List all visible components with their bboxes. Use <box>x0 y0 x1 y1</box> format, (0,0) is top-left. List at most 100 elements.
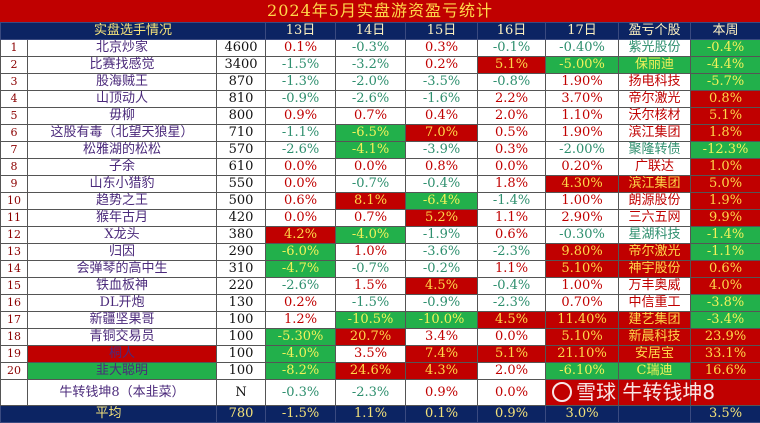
amount-cell: 500 <box>215 192 267 210</box>
rank-cell: 1 <box>0 39 28 57</box>
amount-cell: 310 <box>215 260 267 278</box>
amount-cell: 130 <box>215 294 267 312</box>
day-pnl-cell: 1.00% <box>545 192 620 210</box>
header-day: 13日 <box>265 22 337 40</box>
week-pnl-cell: 1.0% <box>690 158 760 176</box>
player-name-cell: 股海贼王 <box>27 73 217 91</box>
day-pnl-cell: 0.9% <box>265 107 337 125</box>
day-pnl-cell: -6.10% <box>545 362 620 380</box>
average-row: 平均 780 -1.5% 1.1% 0.1% 0.9% 3.0% 3.5% <box>0 405 760 423</box>
week-pnl-cell: 9.9% <box>690 209 760 227</box>
day-pnl-cell: -0.4% <box>405 175 479 193</box>
day-pnl-cell: 5.2% <box>405 209 479 227</box>
average-day-cell: 0.9% <box>477 405 547 423</box>
day-pnl-cell: -4.0% <box>265 345 337 363</box>
day-pnl-cell: 2.2% <box>477 90 547 108</box>
table-row: 8 子余 610 0.0% 0.0% 0.8% 0.0% 0.20% 广联达 1.0% <box>0 158 760 176</box>
day-pnl-cell: -1.3% <box>265 73 337 91</box>
day-pnl-cell: -1.5% <box>265 56 337 74</box>
week-pnl-cell: 1.9% <box>690 192 760 210</box>
table-row: 10 趋势之王 500 0.6% 8.1% -6.4% -1.4% 1.00% 朗源股份 1.9% <box>0 192 760 210</box>
day-pnl-cell: 1.90% <box>545 124 620 142</box>
stock-cell: 帝尔激光 <box>618 243 692 261</box>
table-row: 13 归因 290 -6.0% 1.0% -3.6% -2.3% 9.80% 帝尔激光 -1.1% <box>0 243 760 261</box>
rank-cell: 6 <box>0 124 28 142</box>
day-pnl-cell: 0.0% <box>477 328 547 346</box>
day-pnl-cell: -1.5% <box>335 294 407 312</box>
amount-cell: 4600 <box>215 39 267 57</box>
amount-cell: 100 <box>215 345 267 363</box>
rank-cell: 14 <box>0 260 28 278</box>
day-pnl-cell: 3.4% <box>405 328 479 346</box>
day-pnl-cell: 0.4% <box>405 107 479 125</box>
day-pnl-cell: 0.2% <box>405 56 479 74</box>
day-pnl-cell: 1.90% <box>545 73 620 91</box>
day-pnl-cell: -0.3% <box>335 39 407 57</box>
day-pnl-cell: 0.7% <box>335 107 407 125</box>
table-row: 20 韭大聪明 100 -8.2% 24.6% 4.3% 2.0% -6.10% C瑞迪 16.6… <box>0 362 760 380</box>
table-row: 18 青铜交易员 100 -5.30% 20.7% 3.4% 0.0% 5.10% 新晨科技 23… <box>0 328 760 346</box>
table-title: 2024年5月实盘游资盈亏统计 <box>0 0 760 22</box>
average-day-cell: 1.1% <box>335 405 407 423</box>
amount-cell: 380 <box>215 226 267 244</box>
week-pnl-cell: -1.1% <box>690 243 760 261</box>
day-pnl-cell: -3.5% <box>405 73 479 91</box>
day-pnl-cell: -0.2% <box>405 260 479 278</box>
rank-cell: 13 <box>0 243 28 261</box>
header-day: 15日 <box>405 22 479 40</box>
player-name-cell: 这股有毒（北望天狼星） <box>27 124 217 142</box>
rank-cell: 20 <box>0 362 28 380</box>
stock-cell: 朗源股份 <box>618 192 692 210</box>
rank-cell: 15 <box>0 277 28 295</box>
amount-cell: 3400 <box>215 56 267 74</box>
amount-cell: 570 <box>215 141 267 159</box>
day-pnl-cell: -2.6% <box>335 90 407 108</box>
table-row: 1 北京炒家 4600 0.1% -0.3% 0.3% -0.1% -0.40% 紫光股份 -0.… <box>0 39 760 57</box>
day-pnl-cell: 3.70% <box>545 90 620 108</box>
average-label: 平均 <box>0 405 217 423</box>
day-pnl-cell: -2.3% <box>477 294 547 312</box>
amount-cell: 290 <box>215 243 267 261</box>
week-pnl-cell: -1.4% <box>690 226 760 244</box>
stock-cell <box>618 379 692 406</box>
day-pnl-cell: -0.40% <box>545 39 620 57</box>
week-pnl-cell: -3.4% <box>690 311 760 329</box>
player-name-cell: 山东小猎豹 <box>27 175 217 193</box>
day-pnl-cell: -0.9% <box>265 90 337 108</box>
rank-cell: 4 <box>0 90 28 108</box>
player-name-cell: X龙头 <box>27 226 217 244</box>
stock-cell: 扬电科技 <box>618 73 692 91</box>
week-pnl-cell: -4.4% <box>690 56 760 74</box>
amount-cell: 100 <box>215 362 267 380</box>
day-pnl-cell: -0.9% <box>405 294 479 312</box>
day-pnl-cell: -1.1% <box>265 124 337 142</box>
stock-cell: 新晨科技 <box>618 328 692 346</box>
rank-cell: 17 <box>0 311 28 329</box>
day-pnl-cell: 4.5% <box>405 277 479 295</box>
day-pnl-cell: 9.80% <box>545 243 620 261</box>
day-pnl-cell: 1.00% <box>545 277 620 295</box>
table-row: 12 X龙头 380 4.2% -4.0% -1.9% 0.6% -0.30% 星湖科技 -1.4… <box>0 226 760 244</box>
day-pnl-cell: 3.5% <box>335 345 407 363</box>
day-pnl-cell: 0.70% <box>545 294 620 312</box>
day-pnl-cell: 0.0% <box>477 379 547 406</box>
day-pnl-cell: -10.5% <box>335 311 407 329</box>
day-pnl-cell: 0.0% <box>265 209 337 227</box>
player-name-cell: 桐人 <box>27 345 217 363</box>
amount-cell: 800 <box>215 107 267 125</box>
table-row: 2 比赛找感觉 3400 -1.5% -3.2% 0.2% 5.1% -5.00% 保丽迪 -4.… <box>0 56 760 74</box>
day-pnl-cell: 0.0% <box>335 158 407 176</box>
day-pnl-cell: 4.2% <box>265 226 337 244</box>
average-day-cell: 0.1% <box>405 405 479 423</box>
day-pnl-cell: -3.9% <box>405 141 479 159</box>
day-pnl-cell: 0.0% <box>265 175 337 193</box>
week-pnl-cell <box>690 379 760 406</box>
rank-cell <box>0 379 28 406</box>
stock-cell: 滨江集团 <box>618 175 692 193</box>
day-pnl-cell: -6.4% <box>405 192 479 210</box>
stock-cell: 保丽迪 <box>618 56 692 74</box>
table-row: 7 松雅湖的松松 570 -2.6% -4.1% -3.9% 0.3% -2.00% 聚隆转债 -… <box>0 141 760 159</box>
table-row: 11 猴年古月 420 0.0% 0.7% 5.2% 1.1% 2.90% 三六五网 9.9% <box>0 209 760 227</box>
day-pnl-cell: 4.3% <box>405 362 479 380</box>
stock-cell: 安居宝 <box>618 345 692 363</box>
